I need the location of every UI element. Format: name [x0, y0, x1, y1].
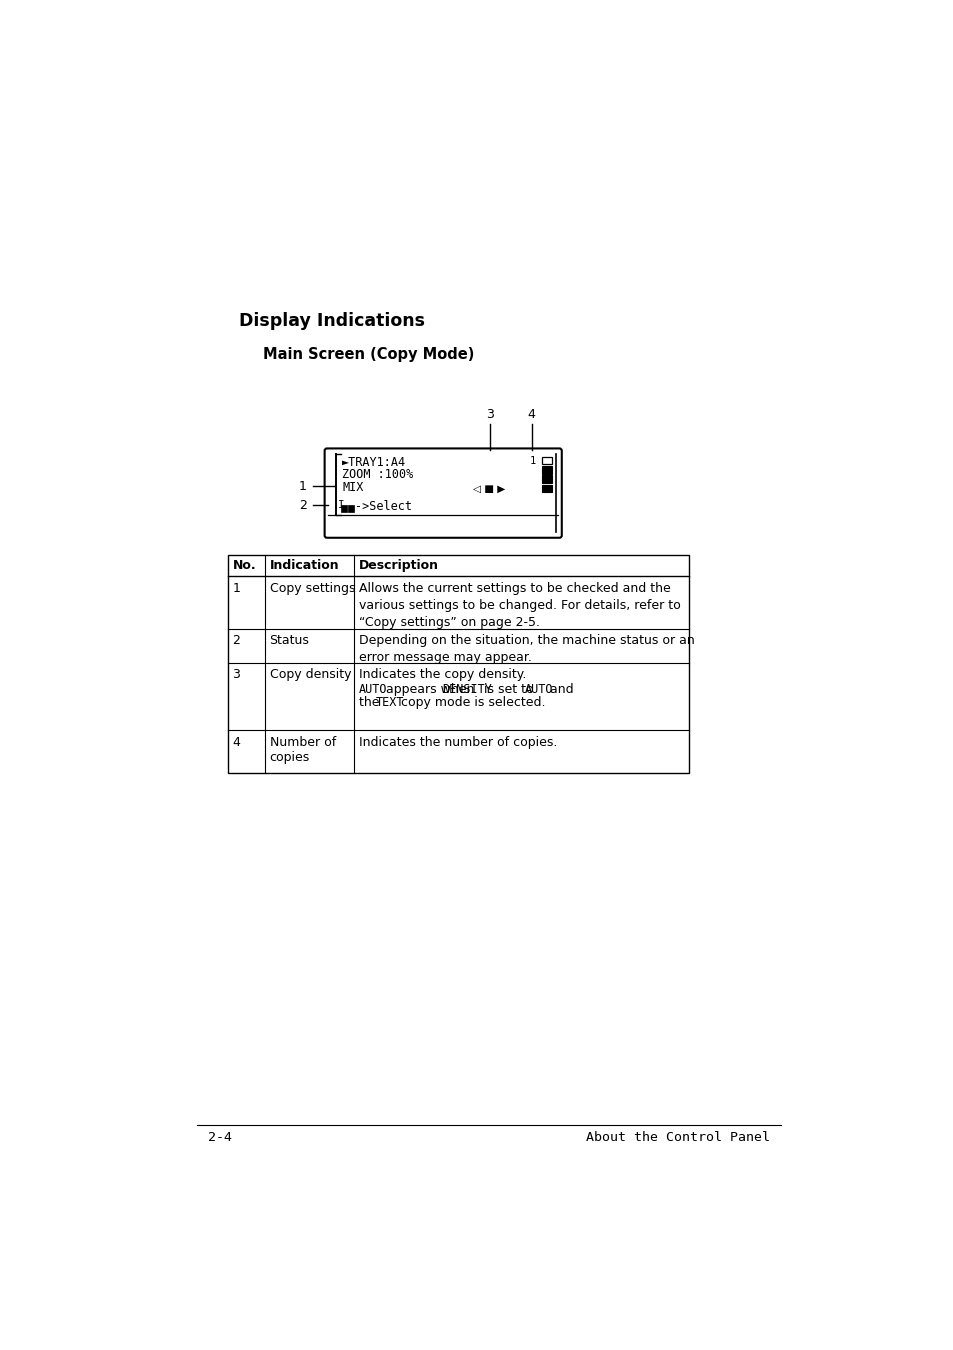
Text: Indicates the copy density.: Indicates the copy density. — [358, 668, 525, 680]
Text: copy mode is selected.: copy mode is selected. — [397, 695, 545, 709]
Text: 2: 2 — [298, 500, 307, 512]
Text: I: I — [337, 500, 344, 510]
Text: ZOOM :100%: ZOOM :100% — [342, 468, 414, 482]
Text: AUTO: AUTO — [358, 683, 387, 697]
Text: is set to: is set to — [479, 683, 537, 697]
Bar — [542, 475, 552, 483]
Text: Number of
copies: Number of copies — [270, 736, 335, 764]
Text: 4: 4 — [527, 408, 535, 421]
Text: 3: 3 — [485, 408, 493, 421]
Text: 1: 1 — [233, 582, 240, 594]
Bar — [542, 485, 552, 493]
Text: 1: 1 — [298, 479, 307, 493]
Text: appears when: appears when — [381, 683, 477, 697]
Text: Depending on the situation, the machine status or an
error message may appear.: Depending on the situation, the machine … — [358, 634, 694, 664]
Bar — [340, 505, 347, 512]
Text: Copy settings: Copy settings — [270, 582, 355, 594]
Text: Indicates the number of copies.: Indicates the number of copies. — [358, 736, 557, 749]
Text: About the Control Panel: About the Control Panel — [586, 1131, 769, 1143]
Bar — [228, 555, 688, 772]
Text: MIX: MIX — [342, 481, 363, 494]
Text: AUTO: AUTO — [524, 683, 553, 697]
Text: the: the — [358, 695, 383, 709]
Text: 1: 1 — [530, 456, 536, 466]
Text: Indication: Indication — [270, 559, 339, 572]
Text: ►TRAY1:A4: ►TRAY1:A4 — [342, 456, 406, 470]
Text: Main Screen (Copy Mode): Main Screen (Copy Mode) — [262, 347, 474, 362]
Text: 2: 2 — [233, 634, 240, 647]
Text: Status: Status — [270, 634, 309, 647]
Text: Copy density: Copy density — [270, 668, 351, 680]
Text: ◁ ■ ▶: ◁ ■ ▶ — [472, 483, 504, 494]
Text: Allows the current settings to be checked and the
various settings to be changed: Allows the current settings to be checke… — [358, 582, 679, 629]
Text: Description: Description — [358, 559, 438, 572]
Bar — [542, 456, 552, 464]
Bar — [542, 466, 552, 474]
Bar — [348, 505, 354, 512]
FancyBboxPatch shape — [324, 448, 561, 537]
Text: ->Select: ->Select — [355, 500, 412, 513]
Text: 4: 4 — [233, 736, 240, 749]
Text: TEXT: TEXT — [375, 695, 404, 709]
Text: No.: No. — [233, 559, 255, 572]
Text: Display Indications: Display Indications — [239, 312, 425, 331]
Text: 2-4: 2-4 — [208, 1131, 233, 1143]
Text: 3: 3 — [233, 668, 240, 680]
Text: DENSITY: DENSITY — [442, 683, 492, 697]
Text: and: and — [546, 683, 574, 697]
